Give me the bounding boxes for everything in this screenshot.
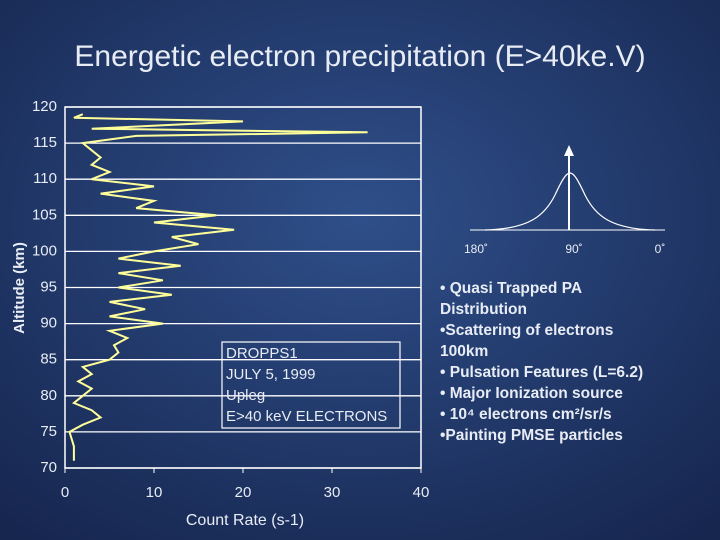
bullet-text: • Major Ionization source [440, 385, 623, 402]
bullet-text: •Scattering of electrons [440, 322, 613, 339]
y-tick-label: 105 [32, 206, 57, 223]
legend-text: E>40 keV ELECTRONS [226, 408, 387, 425]
y-tick-label: 100 [32, 242, 57, 259]
y-tick-label: 115 [33, 134, 57, 151]
x-tick-label: 0 [61, 484, 69, 501]
y-axis-label: Altitude (km) [11, 242, 28, 334]
bullet-text: •Painting PMSE particles [440, 427, 623, 444]
x-tick-label: 20 [235, 484, 252, 501]
legend-text: JULY 5, 1999 [226, 366, 316, 383]
y-tick-label: 90 [40, 315, 57, 332]
data-line [68, 113, 368, 461]
y-tick-label: 85 [40, 351, 57, 368]
y-tick-label: 75 [40, 423, 57, 440]
x-tick-label: 30 [324, 484, 341, 501]
angle-label: 180˚ [464, 242, 488, 256]
y-tick-label: 95 [40, 278, 57, 295]
legend-text: Upleg [226, 387, 265, 404]
legend-box [221, 341, 401, 429]
arrow-head [564, 145, 574, 156]
angle-label: 90˚ [565, 242, 582, 256]
y-tick-label: 120 [32, 98, 57, 115]
slide-title: Energetic electron precipitation (E>40ke… [74, 40, 645, 73]
x-tick-label: 10 [146, 484, 163, 501]
bullet-text: • 10⁴ electrons cm²/sr/s [440, 406, 612, 423]
x-tick-label: 40 [413, 484, 430, 501]
y-tick-label: 80 [40, 387, 57, 404]
bullet-text: 100km [440, 343, 488, 360]
bullet-text: • Pulsation Features (L=6.2) [440, 364, 643, 381]
angle-label: 0˚ [655, 242, 666, 256]
bullet-text: • Quasi Trapped PA [440, 280, 582, 297]
legend-text: DROPPS1 [226, 345, 298, 362]
bullet-text: Distribution [440, 301, 527, 318]
y-tick-label: 110 [33, 170, 57, 187]
x-axis-label: Count Rate (s-1) [186, 512, 304, 529]
pitch-angle-diagram [470, 145, 665, 231]
y-tick-label: 70 [40, 459, 57, 476]
